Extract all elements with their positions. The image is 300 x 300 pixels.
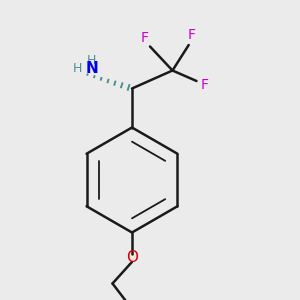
Text: F: F xyxy=(141,31,148,45)
Text: N: N xyxy=(85,61,98,76)
Text: H: H xyxy=(73,61,82,75)
Text: O: O xyxy=(126,250,138,266)
Text: F: F xyxy=(201,78,209,92)
Text: H: H xyxy=(87,53,96,67)
Text: F: F xyxy=(188,28,196,42)
